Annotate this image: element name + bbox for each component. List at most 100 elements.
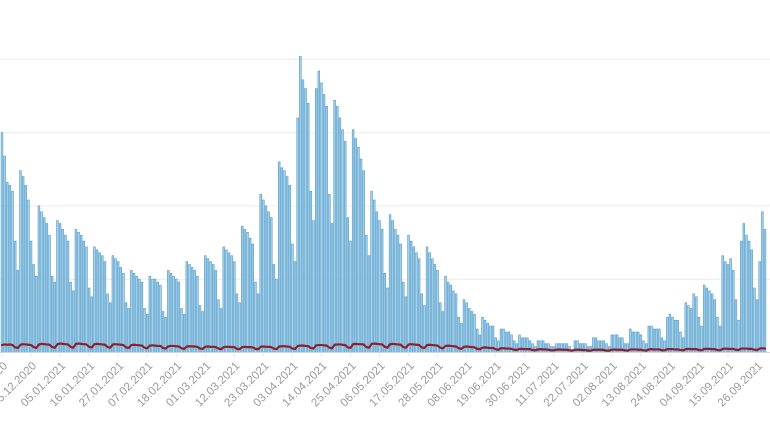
cases-bar bbox=[383, 272, 386, 353]
cases-bar bbox=[328, 193, 331, 353]
cases-bar bbox=[248, 237, 252, 353]
cases-bar bbox=[341, 129, 344, 353]
cases-bar bbox=[425, 246, 429, 353]
cases-bar bbox=[700, 325, 703, 353]
cases-bar bbox=[412, 246, 416, 353]
cases-bar bbox=[676, 319, 680, 353]
cases-bar bbox=[48, 234, 51, 353]
cases-bar bbox=[21, 176, 25, 353]
cases-bar bbox=[346, 217, 350, 353]
cases-bar bbox=[436, 270, 439, 353]
cases-bar bbox=[172, 275, 175, 353]
cases-bar bbox=[98, 252, 101, 353]
cases-bar bbox=[230, 255, 233, 353]
cases-bar bbox=[417, 258, 421, 353]
cases-bar bbox=[16, 270, 20, 353]
cases-bar bbox=[64, 234, 67, 353]
cases-bar bbox=[196, 275, 199, 353]
cases-bar bbox=[526, 337, 529, 353]
cases-bar bbox=[280, 167, 284, 353]
cases-bar bbox=[708, 290, 711, 353]
cases-bar bbox=[251, 243, 254, 353]
cases-bar bbox=[380, 229, 384, 353]
cases-bar bbox=[581, 343, 585, 353]
cases-bar bbox=[388, 214, 392, 353]
cases-bar bbox=[32, 264, 35, 353]
cases-bar bbox=[365, 234, 368, 353]
cases-bar bbox=[373, 199, 376, 353]
cases-bar bbox=[668, 314, 672, 353]
cases-bar bbox=[407, 234, 410, 353]
cases-bar bbox=[716, 316, 719, 353]
cases-bar bbox=[219, 308, 223, 353]
cases-bar bbox=[56, 220, 59, 353]
cases-bar bbox=[293, 261, 297, 353]
cases-bar bbox=[357, 147, 360, 353]
cases-bar bbox=[539, 340, 542, 353]
cases-bar bbox=[159, 284, 162, 353]
cases-bar bbox=[148, 275, 152, 353]
cases-bar bbox=[415, 252, 418, 353]
cases-bar bbox=[402, 281, 405, 353]
cases-bar bbox=[243, 229, 247, 353]
cases-bar bbox=[14, 240, 17, 353]
cases-bar bbox=[169, 272, 173, 353]
cases-bar bbox=[336, 105, 339, 353]
x-axis-labels: 14.12.202025.12.202005.01.202116.01.2021… bbox=[0, 353, 765, 409]
cases-bar bbox=[296, 117, 299, 353]
cases-bar bbox=[684, 302, 687, 353]
cases-bar bbox=[359, 158, 363, 353]
cases-bar bbox=[444, 275, 447, 353]
cases-bar bbox=[151, 278, 154, 353]
cases-bar bbox=[523, 337, 526, 353]
cases-bar bbox=[277, 161, 281, 353]
cases-bar bbox=[560, 343, 563, 353]
cases-bar bbox=[72, 290, 75, 353]
cases-bar bbox=[370, 190, 373, 353]
cases-bar bbox=[763, 229, 767, 353]
cases-bar bbox=[53, 281, 57, 353]
cases-bar bbox=[528, 340, 532, 353]
cases-bar bbox=[544, 343, 548, 353]
cases-bar bbox=[689, 308, 693, 353]
cases-bar bbox=[386, 287, 389, 353]
cases-bar bbox=[132, 272, 136, 353]
cases-bar bbox=[225, 249, 228, 353]
cases-bar bbox=[177, 281, 181, 353]
cases-bar bbox=[153, 278, 157, 353]
cases-bar bbox=[95, 249, 99, 353]
cases-bar bbox=[734, 299, 738, 353]
cases-bar bbox=[394, 229, 397, 353]
cases-bar bbox=[256, 293, 260, 353]
cases-bar bbox=[85, 246, 88, 353]
cases-bar bbox=[130, 270, 133, 353]
cases-bar bbox=[420, 293, 423, 353]
cases-bar bbox=[19, 170, 22, 353]
cases-bar bbox=[74, 229, 78, 353]
cases-bar bbox=[259, 193, 262, 353]
cases-bar bbox=[325, 105, 328, 353]
cases-bar bbox=[555, 343, 558, 353]
cases-bar bbox=[692, 293, 695, 353]
cases-bar bbox=[338, 117, 342, 353]
cases-bar bbox=[314, 88, 318, 353]
cases-bar bbox=[262, 199, 265, 353]
cases-bar bbox=[375, 211, 379, 353]
cases-bar bbox=[58, 223, 62, 353]
cases-bar bbox=[563, 343, 566, 353]
cases-bar bbox=[267, 211, 270, 353]
cases-bar bbox=[312, 220, 315, 353]
cases-bar bbox=[204, 255, 207, 353]
cases-bar bbox=[77, 232, 80, 353]
cases-bar bbox=[671, 316, 674, 353]
cases-bar bbox=[404, 296, 408, 353]
cases-bar bbox=[37, 205, 41, 353]
cases-bar bbox=[710, 293, 714, 353]
cases-bar bbox=[753, 287, 756, 353]
cases-bar bbox=[317, 70, 320, 353]
cases-bar bbox=[423, 305, 426, 353]
cases-bar bbox=[156, 281, 159, 353]
cases-bar bbox=[758, 261, 761, 353]
cases-bar bbox=[87, 287, 91, 353]
